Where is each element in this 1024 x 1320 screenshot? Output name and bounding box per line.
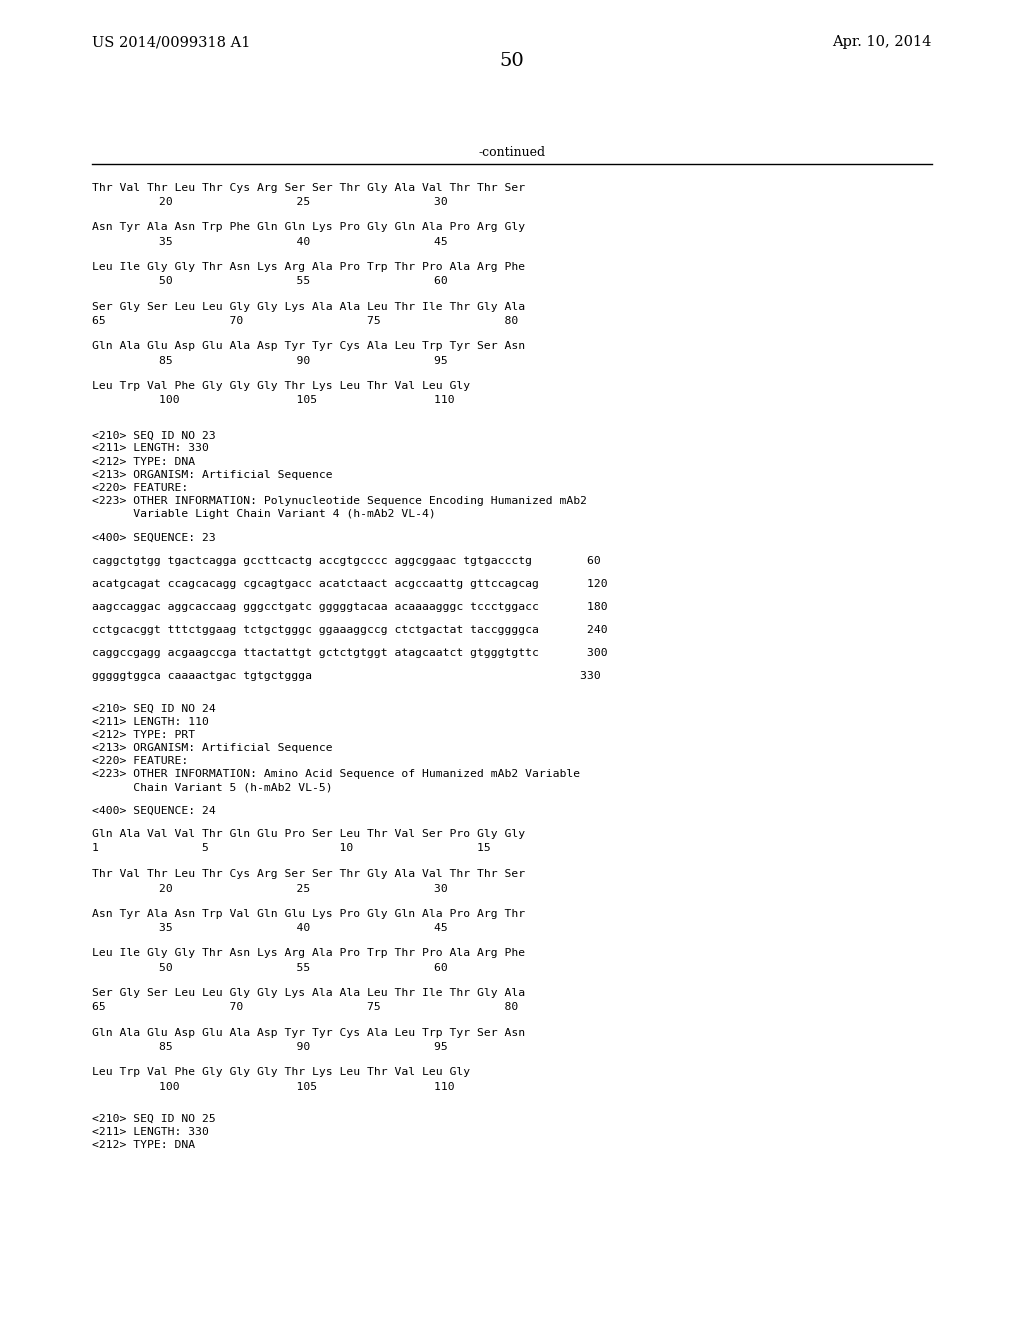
Text: -continued: -continued — [478, 145, 546, 158]
Text: <212> TYPE: DNA: <212> TYPE: DNA — [92, 1140, 196, 1151]
Text: Gln Ala Glu Asp Glu Ala Asp Tyr Tyr Cys Ala Leu Trp Tyr Ser Asn: Gln Ala Glu Asp Glu Ala Asp Tyr Tyr Cys … — [92, 341, 525, 351]
Text: aagccaggac aggcaccaag gggcctgatc gggggtacaa acaaaagggc tccctggacc       180: aagccaggac aggcaccaag gggcctgatc gggggta… — [92, 602, 608, 612]
Text: Ser Gly Ser Leu Leu Gly Gly Lys Ala Ala Leu Thr Ile Thr Gly Ala: Ser Gly Ser Leu Leu Gly Gly Lys Ala Ala … — [92, 987, 525, 998]
Text: Ser Gly Ser Leu Leu Gly Gly Lys Ala Ala Leu Thr Ile Thr Gly Ala: Ser Gly Ser Leu Leu Gly Gly Lys Ala Ala … — [92, 301, 525, 312]
Text: <211> LENGTH: 330: <211> LENGTH: 330 — [92, 444, 209, 454]
Text: <212> TYPE: PRT: <212> TYPE: PRT — [92, 730, 196, 741]
Text: Gln Ala Val Val Thr Gln Glu Pro Ser Leu Thr Val Ser Pro Gly Gly: Gln Ala Val Val Thr Gln Glu Pro Ser Leu … — [92, 829, 525, 840]
Text: <210> SEQ ID NO 25: <210> SEQ ID NO 25 — [92, 1114, 216, 1125]
Text: 35                  40                  45: 35 40 45 — [159, 923, 447, 933]
Text: Leu Ile Gly Gly Thr Asn Lys Arg Ala Pro Trp Thr Pro Ala Arg Phe: Leu Ile Gly Gly Thr Asn Lys Arg Ala Pro … — [92, 948, 525, 958]
Text: 85                  90                  95: 85 90 95 — [159, 1041, 447, 1052]
Text: 20                  25                  30: 20 25 30 — [159, 197, 447, 207]
Text: gggggtggca caaaactgac tgtgctggga                                       330: gggggtggca caaaactgac tgtgctggga 330 — [92, 671, 601, 681]
Text: acatgcagat ccagcacagg cgcagtgacc acatctaact acgccaattg gttccagcag       120: acatgcagat ccagcacagg cgcagtgacc acatcta… — [92, 578, 608, 589]
Text: 50: 50 — [500, 51, 524, 70]
Text: 100                 105                 110: 100 105 110 — [159, 1081, 455, 1092]
Text: <211> LENGTH: 330: <211> LENGTH: 330 — [92, 1127, 209, 1138]
Text: Leu Trp Val Phe Gly Gly Gly Thr Lys Leu Thr Val Leu Gly: Leu Trp Val Phe Gly Gly Gly Thr Lys Leu … — [92, 380, 470, 391]
Text: Variable Light Chain Variant 4 (h-mAb2 VL-4): Variable Light Chain Variant 4 (h-mAb2 V… — [92, 510, 436, 520]
Text: Asn Tyr Ala Asn Trp Val Gln Glu Lys Pro Gly Gln Ala Pro Arg Thr: Asn Tyr Ala Asn Trp Val Gln Glu Lys Pro … — [92, 908, 525, 919]
Text: 1               5                   10                  15: 1 5 10 15 — [92, 843, 490, 854]
Text: caggctgtgg tgactcagga gccttcactg accgtgcccc aggcggaac tgtgaccctg        60: caggctgtgg tgactcagga gccttcactg accgtgc… — [92, 556, 601, 566]
Text: Leu Trp Val Phe Gly Gly Gly Thr Lys Leu Thr Val Leu Gly: Leu Trp Val Phe Gly Gly Gly Thr Lys Leu … — [92, 1067, 470, 1077]
Text: 100                 105                 110: 100 105 110 — [159, 395, 455, 405]
Text: <213> ORGANISM: Artificial Sequence: <213> ORGANISM: Artificial Sequence — [92, 470, 333, 480]
Text: caggccgagg acgaagccga ttactattgt gctctgtggt atagcaatct gtgggtgttc       300: caggccgagg acgaagccga ttactattgt gctctgt… — [92, 648, 608, 659]
Text: Thr Val Thr Leu Thr Cys Arg Ser Ser Thr Gly Ala Val Thr Thr Ser: Thr Val Thr Leu Thr Cys Arg Ser Ser Thr … — [92, 869, 525, 879]
Text: <210> SEQ ID NO 23: <210> SEQ ID NO 23 — [92, 430, 216, 441]
Text: 50                  55                  60: 50 55 60 — [159, 962, 447, 973]
Text: 85                  90                  95: 85 90 95 — [159, 355, 447, 366]
Text: <223> OTHER INFORMATION: Amino Acid Sequence of Humanized mAb2 Variable: <223> OTHER INFORMATION: Amino Acid Sequ… — [92, 770, 581, 780]
Text: 35                  40                  45: 35 40 45 — [159, 236, 447, 247]
Text: Asn Tyr Ala Asn Trp Phe Gln Gln Lys Pro Gly Gln Ala Pro Arg Gly: Asn Tyr Ala Asn Trp Phe Gln Gln Lys Pro … — [92, 222, 525, 232]
Text: US 2014/0099318 A1: US 2014/0099318 A1 — [92, 36, 251, 49]
Text: <220> FEATURE:: <220> FEATURE: — [92, 756, 188, 767]
Text: Thr Val Thr Leu Thr Cys Arg Ser Ser Thr Gly Ala Val Thr Thr Ser: Thr Val Thr Leu Thr Cys Arg Ser Ser Thr … — [92, 182, 525, 193]
Text: <223> OTHER INFORMATION: Polynucleotide Sequence Encoding Humanized mAb2: <223> OTHER INFORMATION: Polynucleotide … — [92, 496, 587, 507]
Text: <220> FEATURE:: <220> FEATURE: — [92, 483, 188, 494]
Text: 20                  25                  30: 20 25 30 — [159, 883, 447, 894]
Text: Apr. 10, 2014: Apr. 10, 2014 — [833, 36, 932, 49]
Text: Gln Ala Glu Asp Glu Ala Asp Tyr Tyr Cys Ala Leu Trp Tyr Ser Asn: Gln Ala Glu Asp Glu Ala Asp Tyr Tyr Cys … — [92, 1027, 525, 1038]
Text: <210> SEQ ID NO 24: <210> SEQ ID NO 24 — [92, 704, 216, 714]
Text: Chain Variant 5 (h-mAb2 VL-5): Chain Variant 5 (h-mAb2 VL-5) — [92, 783, 333, 793]
Text: <400> SEQUENCE: 24: <400> SEQUENCE: 24 — [92, 805, 216, 816]
Text: Leu Ile Gly Gly Thr Asn Lys Arg Ala Pro Trp Thr Pro Ala Arg Phe: Leu Ile Gly Gly Thr Asn Lys Arg Ala Pro … — [92, 261, 525, 272]
Text: <213> ORGANISM: Artificial Sequence: <213> ORGANISM: Artificial Sequence — [92, 743, 333, 754]
Text: <400> SEQUENCE: 23: <400> SEQUENCE: 23 — [92, 532, 216, 543]
Text: 65                  70                  75                  80: 65 70 75 80 — [92, 315, 518, 326]
Text: 50                  55                  60: 50 55 60 — [159, 276, 447, 286]
Text: 65                  70                  75                  80: 65 70 75 80 — [92, 1002, 518, 1012]
Text: <212> TYPE: DNA: <212> TYPE: DNA — [92, 457, 196, 467]
Text: <211> LENGTH: 110: <211> LENGTH: 110 — [92, 717, 209, 727]
Text: cctgcacggt tttctggaag tctgctgggc ggaaaggccg ctctgactat taccggggca       240: cctgcacggt tttctggaag tctgctgggc ggaaagg… — [92, 624, 608, 635]
